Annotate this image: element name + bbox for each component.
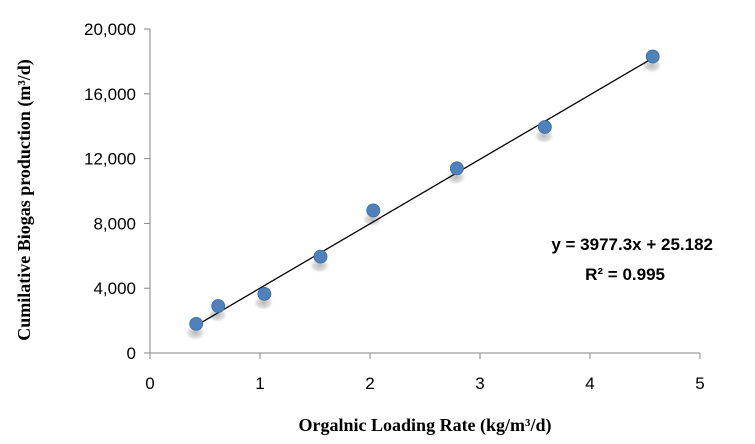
y-ticks: 0 4,000 8,000 12,000 16,000 20,000 [84, 20, 150, 363]
y-tick-label: 16,000 [84, 85, 136, 104]
data-point [211, 299, 226, 313]
x-axis-title: Orgalnic Loading Rate (kg/m³/d) [299, 415, 552, 436]
y-tick-label: 12,000 [84, 150, 136, 169]
y-tick-label: 0 [127, 344, 136, 363]
y-axis-title: Cumilative Biogas production (m³/d) [14, 59, 35, 341]
trendline-equation: y = 3977.3x + 25.182 [551, 235, 713, 254]
data-point [313, 249, 328, 264]
data-point [189, 316, 204, 331]
r-squared-label: R² = 0.995 [585, 265, 665, 284]
y-tick-label: 20,000 [84, 20, 136, 39]
y-tick-label: 4,000 [93, 279, 136, 298]
data-point [645, 49, 660, 64]
y-tick-label: 8,000 [93, 214, 136, 233]
x-ticks: 0 1 2 3 4 5 [145, 353, 705, 393]
data-point [538, 120, 552, 134]
axes [149, 29, 700, 354]
marker-shadows [184, 57, 663, 341]
data-point [449, 161, 464, 176]
x-tick-label: 2 [365, 374, 374, 393]
x-tick-label: 4 [585, 374, 594, 393]
data-point [257, 286, 272, 301]
trendline [195, 57, 654, 327]
data-points [189, 49, 660, 331]
data-point [366, 203, 381, 218]
x-tick-label: 1 [255, 374, 264, 393]
x-tick-label: 3 [475, 374, 484, 393]
x-tick-label: 5 [695, 374, 704, 393]
x-tick-label: 0 [145, 374, 154, 393]
